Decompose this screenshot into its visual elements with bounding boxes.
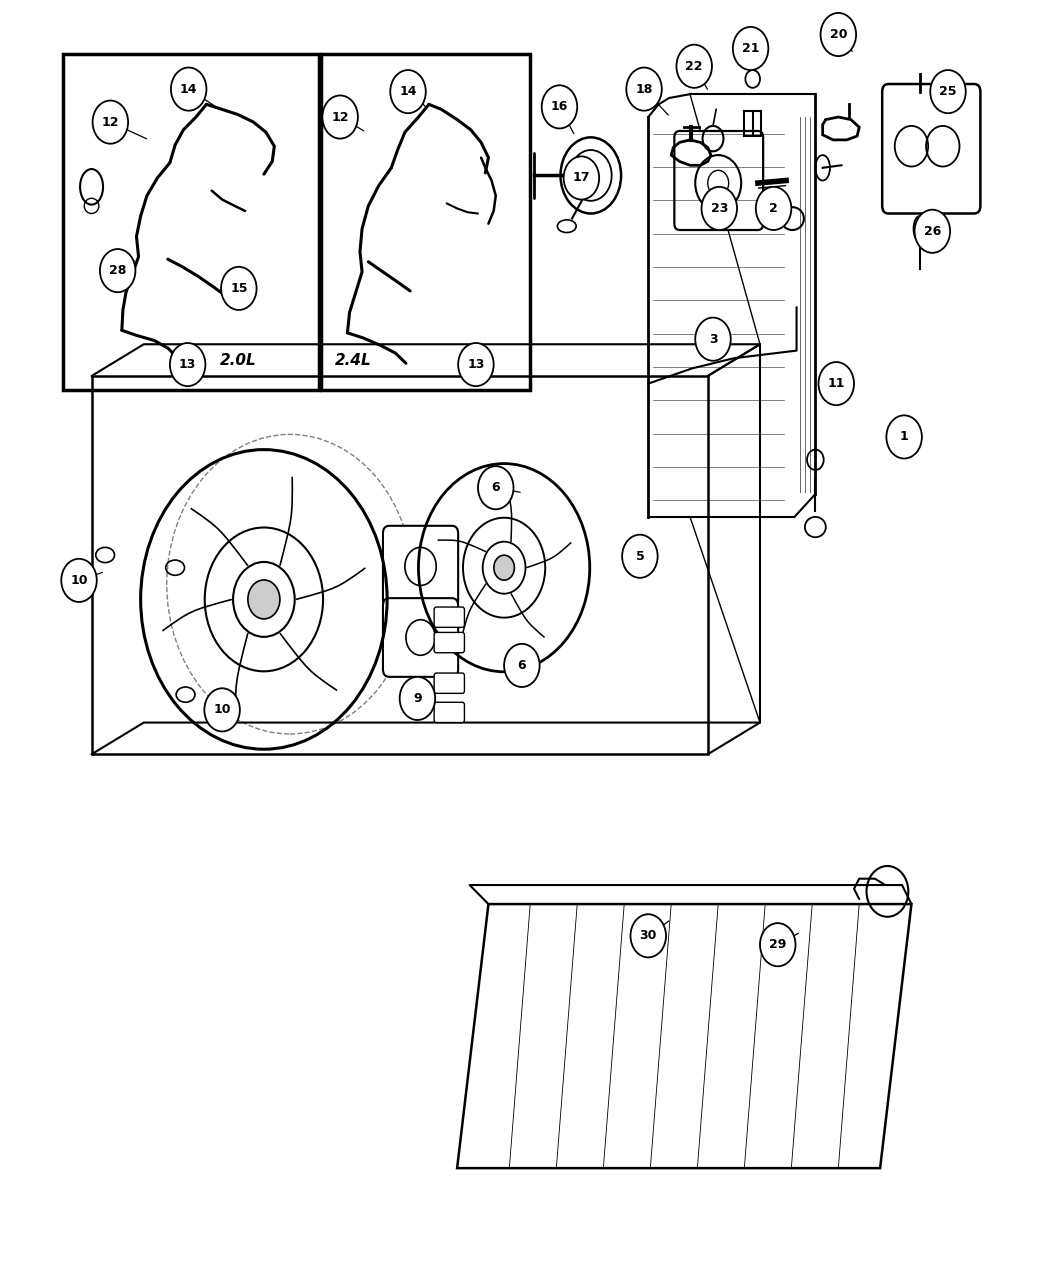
Text: 6: 6	[518, 659, 526, 672]
Circle shape	[205, 688, 239, 732]
Circle shape	[494, 555, 514, 580]
Text: 20: 20	[830, 28, 847, 41]
Text: 2: 2	[770, 201, 778, 215]
Text: 13: 13	[467, 358, 485, 371]
Circle shape	[170, 343, 206, 386]
Text: 3: 3	[709, 333, 717, 346]
Text: 28: 28	[109, 264, 126, 277]
Circle shape	[458, 343, 494, 386]
FancyBboxPatch shape	[434, 703, 464, 723]
Text: 5: 5	[635, 550, 645, 562]
Circle shape	[676, 45, 712, 88]
Text: 12: 12	[332, 111, 349, 124]
FancyBboxPatch shape	[882, 84, 981, 213]
Text: 6: 6	[491, 481, 500, 495]
Circle shape	[756, 187, 792, 230]
Bar	[63, 54, 319, 390]
Text: 23: 23	[711, 201, 728, 215]
Circle shape	[819, 362, 854, 405]
Text: 29: 29	[769, 938, 786, 951]
Circle shape	[630, 914, 666, 958]
Circle shape	[248, 580, 280, 618]
Circle shape	[623, 534, 657, 578]
Circle shape	[564, 157, 600, 200]
FancyBboxPatch shape	[434, 673, 464, 694]
Circle shape	[733, 27, 769, 70]
Text: 13: 13	[178, 358, 196, 371]
Text: 26: 26	[924, 224, 941, 237]
Circle shape	[504, 644, 540, 687]
Text: 11: 11	[827, 377, 845, 390]
FancyBboxPatch shape	[434, 632, 464, 653]
Circle shape	[930, 70, 966, 113]
FancyBboxPatch shape	[434, 607, 464, 627]
Circle shape	[322, 96, 358, 139]
Circle shape	[626, 68, 662, 111]
Text: 18: 18	[635, 83, 653, 96]
Circle shape	[92, 101, 128, 144]
Circle shape	[171, 68, 207, 111]
Circle shape	[821, 13, 856, 56]
Text: 12: 12	[102, 116, 119, 129]
Text: 14: 14	[180, 83, 197, 96]
Circle shape	[61, 558, 97, 602]
Circle shape	[100, 249, 135, 292]
Polygon shape	[457, 904, 911, 1168]
Bar	[321, 54, 530, 390]
Text: 15: 15	[230, 282, 248, 295]
Text: 1: 1	[900, 431, 908, 444]
Circle shape	[400, 677, 435, 720]
Text: 10: 10	[213, 704, 231, 717]
Circle shape	[760, 923, 796, 966]
Text: 22: 22	[686, 60, 702, 73]
Circle shape	[542, 85, 578, 129]
Circle shape	[915, 209, 950, 252]
Circle shape	[391, 70, 426, 113]
Text: 21: 21	[742, 42, 759, 55]
Text: 30: 30	[639, 929, 657, 942]
Text: 14: 14	[399, 85, 417, 98]
Text: 16: 16	[551, 101, 568, 113]
Circle shape	[222, 266, 256, 310]
Circle shape	[478, 467, 513, 509]
Text: 25: 25	[940, 85, 957, 98]
FancyBboxPatch shape	[383, 598, 458, 677]
Circle shape	[886, 416, 922, 459]
Text: 2.4L: 2.4L	[335, 353, 372, 368]
Circle shape	[695, 317, 731, 361]
Circle shape	[701, 187, 737, 230]
Text: 9: 9	[413, 692, 422, 705]
Text: 2.0L: 2.0L	[219, 353, 256, 368]
FancyBboxPatch shape	[674, 131, 763, 230]
FancyBboxPatch shape	[383, 525, 458, 607]
Text: 10: 10	[70, 574, 88, 586]
Text: 17: 17	[572, 171, 590, 185]
